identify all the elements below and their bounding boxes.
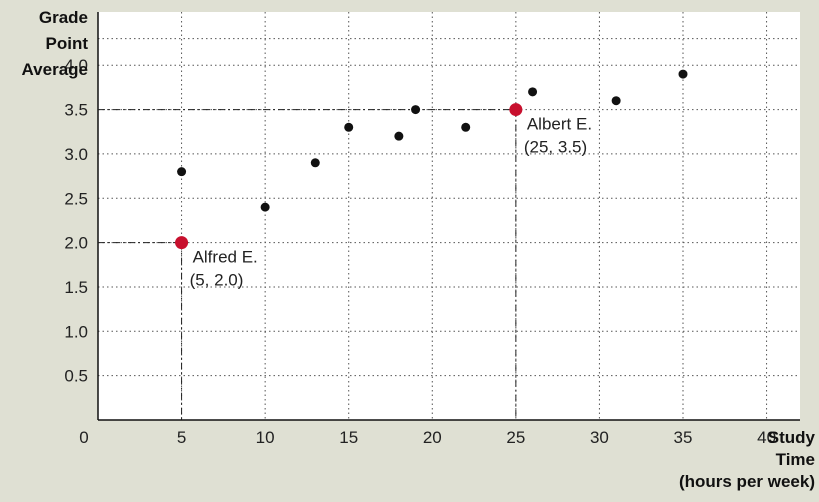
x-tick-label: 10 — [256, 428, 275, 447]
x-tick-label: 40 — [757, 428, 776, 447]
y-tick-label: 1.5 — [64, 278, 88, 297]
annotations: Alfred E. (5, 2.0) Albert E. (25, 3.5) — [190, 115, 592, 290]
data-point — [177, 167, 187, 177]
plot-area — [98, 12, 800, 420]
y-axis-title-line: Average — [22, 60, 88, 79]
y-tick-label: 4.0 — [64, 56, 88, 75]
y-tick-label: 0.5 — [64, 367, 88, 386]
x-axis-title-line: Time — [776, 450, 815, 469]
guide-lines — [98, 109, 517, 420]
axis-titles: Grade Point Average Study Time (hours per wee… — [22, 8, 816, 491]
data-point — [678, 69, 688, 79]
x-tick-label: 5 — [177, 428, 186, 447]
x-tick-label: 25 — [506, 428, 525, 447]
y-tick-label: 1.0 — [64, 322, 88, 341]
annotation-name: Albert E. — [527, 115, 592, 134]
data-point — [260, 202, 270, 212]
data-point — [461, 122, 471, 132]
y-tick-label: 3.5 — [64, 101, 88, 120]
data-point — [411, 105, 421, 115]
data-point — [528, 87, 538, 97]
data-points — [175, 69, 688, 250]
annotation-coords: (25, 3.5) — [524, 138, 587, 157]
data-point — [394, 131, 404, 141]
annotation-name: Alfred E. — [193, 248, 258, 267]
highlighted-point — [509, 103, 523, 117]
grid-lines — [98, 12, 800, 420]
data-point — [611, 96, 621, 106]
x-tick-label: 20 — [423, 428, 442, 447]
x-axis-title-line: (hours per week) — [679, 472, 815, 491]
data-point — [310, 158, 320, 168]
y-axis-title-line: Point — [46, 34, 89, 53]
axes — [97, 12, 800, 421]
annotation-coords: (5, 2.0) — [190, 271, 244, 290]
x-tick-label: 0 — [79, 428, 88, 447]
tick-labels: 0 5 10 15 20 25 30 35 40 0.5 1.0 1.5 2.0 2.5 3.0 3.5 4.0 — [64, 56, 776, 447]
x-tick-label: 30 — [590, 428, 609, 447]
x-tick-label: 15 — [339, 428, 358, 447]
x-tick-label: 35 — [674, 428, 693, 447]
data-point — [344, 122, 354, 132]
y-tick-label: 3.0 — [64, 145, 88, 164]
y-axis-title-line: Grade — [39, 8, 88, 27]
x-axis-title-line: Study — [768, 428, 816, 447]
y-tick-label: 2.0 — [64, 234, 88, 253]
highlighted-point — [175, 236, 189, 250]
y-tick-label: 2.5 — [64, 189, 88, 208]
